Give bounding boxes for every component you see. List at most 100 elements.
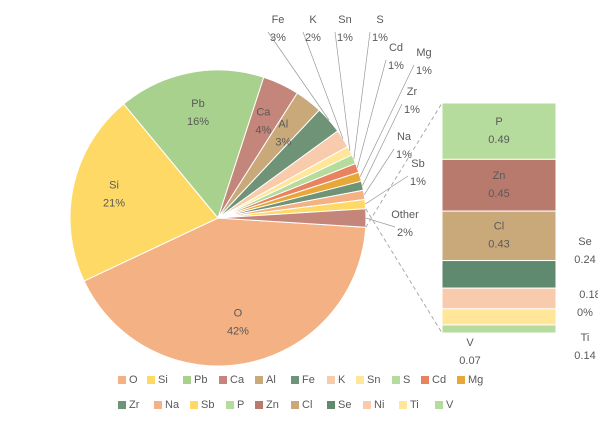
leader-line — [363, 148, 395, 196]
slice-label: Mg — [416, 47, 431, 59]
legend-swatch — [327, 376, 335, 384]
slice-label: Fe — [272, 14, 285, 26]
slice-value: 16% — [187, 116, 209, 128]
legend-label: Na — [165, 399, 180, 411]
legend-label: Sn — [367, 374, 380, 386]
slice-value: 1% — [388, 60, 404, 72]
slice-value: 1% — [416, 65, 432, 77]
pie-slice — [83, 217, 367, 367]
legend-label: Si — [158, 374, 168, 386]
legend-swatch — [190, 401, 198, 409]
bar-segment — [441, 324, 557, 334]
slice-label: Ca — [256, 106, 271, 118]
slice-value: 1% — [337, 32, 353, 44]
legend-swatch — [183, 376, 191, 384]
bar-label: V — [466, 337, 474, 349]
legend-swatch — [219, 376, 227, 384]
legend-label: Mg — [468, 374, 483, 386]
slice-value: 1% — [410, 176, 426, 188]
slice-value: 4% — [255, 124, 271, 136]
legend-label: O — [129, 374, 138, 386]
slice-value: 1% — [404, 104, 420, 116]
leader-line — [356, 59, 387, 168]
slice-label: K — [309, 14, 317, 26]
slice-label: Cd — [389, 42, 403, 54]
bar-segment — [441, 102, 557, 160]
bar-label: P — [495, 116, 502, 128]
legend-label: K — [338, 374, 346, 386]
legend-swatch — [154, 401, 162, 409]
legend-swatch — [118, 376, 126, 384]
leader-line — [362, 103, 403, 186]
slice-label: Sb — [411, 158, 424, 170]
legend-swatch — [291, 376, 299, 384]
bar-label: Zn — [493, 170, 506, 182]
legend-label: Sb — [201, 399, 214, 411]
legend-swatch — [399, 401, 407, 409]
legend-swatch — [255, 401, 263, 409]
legend-swatch — [118, 401, 126, 409]
legend-label: V — [446, 399, 454, 411]
legend-swatch — [226, 401, 234, 409]
slice-value: 1% — [372, 32, 388, 44]
legend-swatch — [421, 376, 429, 384]
legend-swatch — [291, 401, 299, 409]
bar-segment — [441, 308, 557, 326]
bar-value: 0.18 — [579, 289, 598, 301]
legend-label: Fe — [302, 374, 315, 386]
bar-label: Se — [578, 236, 591, 248]
bar-value: 0.49 — [488, 134, 509, 146]
legend-label: Cl — [302, 399, 312, 411]
bar-label: Ti — [581, 332, 590, 344]
slice-value: 2% — [397, 227, 413, 239]
bar-value: 0.07 — [459, 355, 480, 367]
bar-segment — [441, 287, 557, 310]
slice-label: S — [376, 14, 383, 26]
leader-line — [334, 31, 351, 151]
legend-swatch — [147, 376, 155, 384]
bar-label: Cl — [494, 221, 504, 233]
bar-value: 0.45 — [488, 188, 509, 200]
legend-label: Cd — [432, 374, 446, 386]
pie-slice — [122, 69, 265, 220]
legend-label: Zr — [129, 399, 140, 411]
slice-value: 3% — [270, 32, 286, 44]
annotation: 0% — [577, 307, 593, 319]
slice-value: 3% — [275, 137, 291, 149]
leader-line — [267, 31, 330, 121]
bar-segment — [441, 210, 557, 262]
legend-swatch — [435, 401, 443, 409]
slice-value: 1% — [396, 149, 412, 161]
leader-line — [353, 31, 371, 160]
legend-label: Se — [338, 399, 351, 411]
slice-label: Zr — [407, 86, 418, 98]
bar-segment — [441, 260, 557, 289]
legend-label: P — [237, 399, 244, 411]
legend-label: Ca — [230, 374, 245, 386]
bar-value: 0.43 — [488, 239, 509, 251]
slice-label: Pb — [191, 98, 204, 110]
legend-label: Pb — [194, 374, 207, 386]
legend-label: Ti — [410, 399, 419, 411]
leader-line — [365, 175, 409, 205]
legend-swatch — [255, 376, 263, 384]
slice-value: 42% — [227, 326, 249, 338]
legend-label: Zn — [266, 399, 279, 411]
bar-segment — [441, 158, 557, 212]
legend-label: Ni — [374, 399, 384, 411]
leader-line — [302, 31, 344, 139]
legend-swatch — [392, 376, 400, 384]
slice-label: Al — [278, 119, 288, 131]
slice-label: O — [234, 308, 243, 320]
slice-value: 21% — [103, 198, 125, 210]
legend-swatch — [356, 376, 364, 384]
legend-swatch — [363, 401, 371, 409]
pie-slice — [69, 103, 219, 282]
legend-label: S — [403, 374, 410, 386]
bar-value: 0.24 — [574, 254, 595, 266]
slice-value: 2% — [305, 32, 321, 44]
bar-value: 0.14 — [574, 350, 595, 362]
legend-label: Al — [266, 374, 276, 386]
